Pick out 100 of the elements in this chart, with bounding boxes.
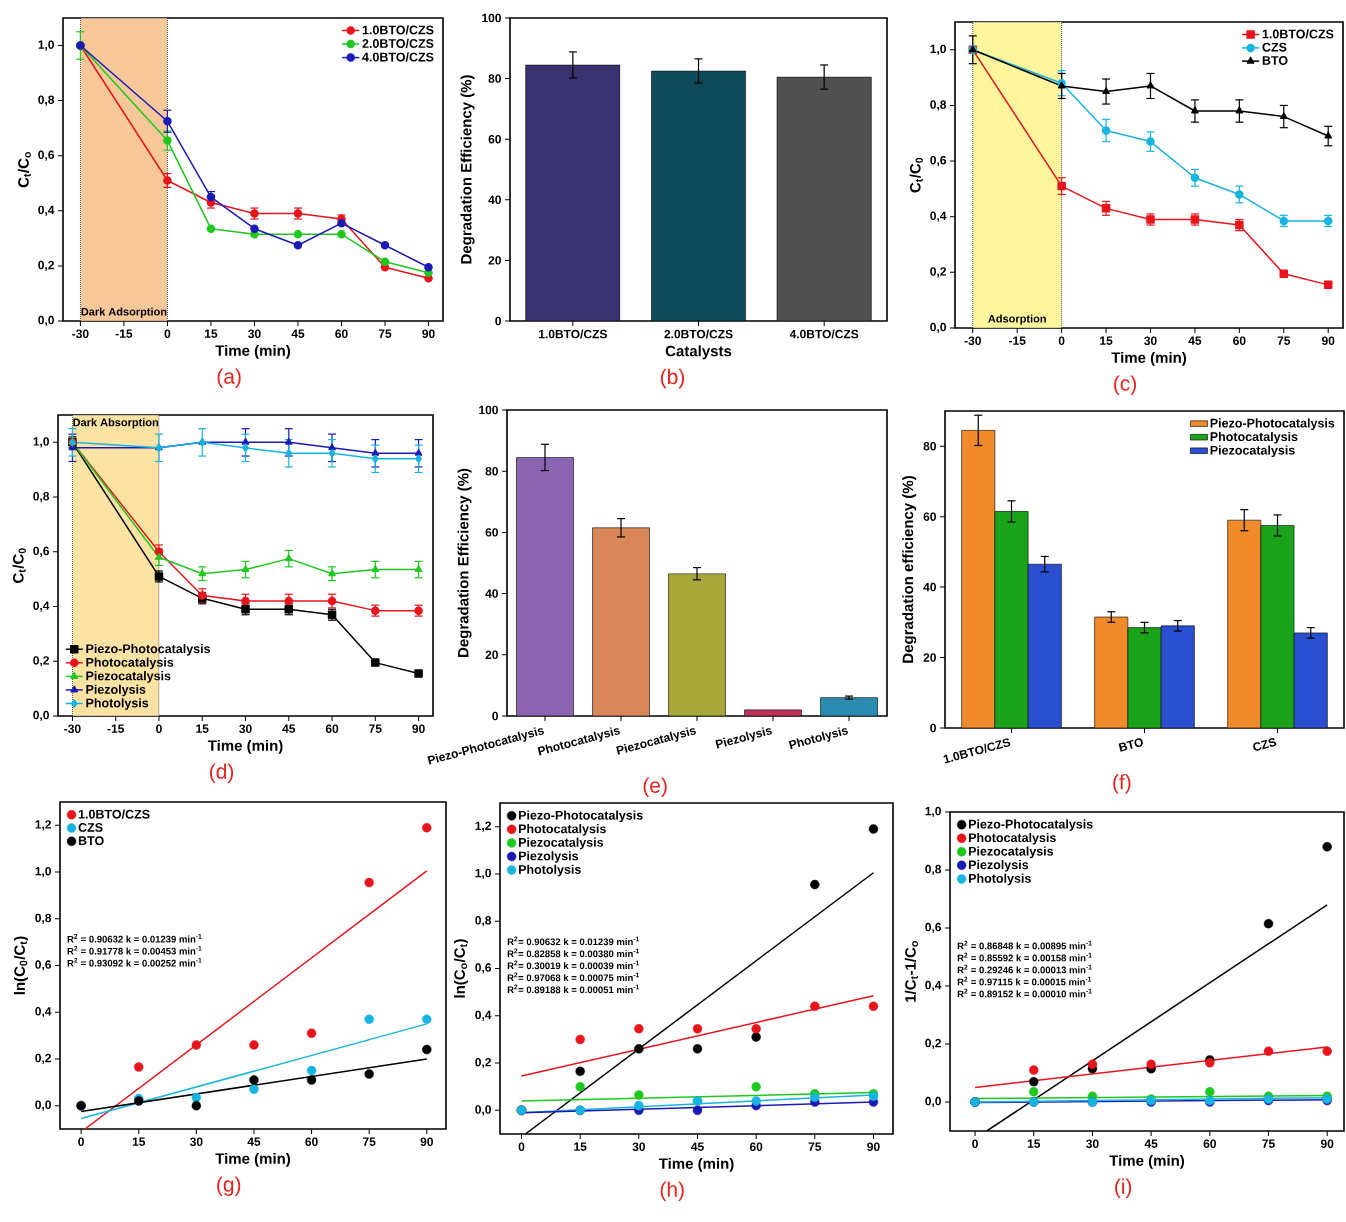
legend-label: Photocatalysis <box>968 832 1056 845</box>
x-tick-label: -30 <box>72 329 89 339</box>
x-tick-label: 90 <box>1321 336 1335 345</box>
x-tick-label: 75 <box>1277 336 1291 345</box>
x-tick-label: 15 <box>1100 336 1113 345</box>
text: (e) <box>643 777 667 798</box>
x-tick-label: 45 <box>247 1137 261 1146</box>
text: (b) <box>660 368 685 389</box>
y-tick-label: 0 <box>492 711 498 721</box>
x-tick-label: 60 <box>305 1137 318 1147</box>
x-axis-title: Time (min) <box>207 739 283 754</box>
x-tick-label: 15 <box>574 1142 587 1151</box>
x-tick-label: 75 <box>1262 1139 1275 1148</box>
x-tick-label: 30 <box>1086 1139 1099 1149</box>
annotation: R$^{2}$ = 0.86848 k = 0.00895 min$^{-1}$ <box>957 940 1092 950</box>
x-tick-label: -15 <box>1009 336 1026 345</box>
legend-label: Piezocatalysis <box>968 846 1054 859</box>
y-tick-label: 0,8 <box>475 916 492 927</box>
x-tick-label: 0 <box>972 1139 978 1149</box>
y-tick-label: 0,8 <box>35 913 52 924</box>
legend-label: Piezo-Photocatalysis <box>1210 418 1335 430</box>
x-axis-title: Time (min) <box>215 344 291 359</box>
text: (h) <box>660 1181 684 1201</box>
x-axis-title: Catalysts <box>665 345 732 360</box>
y-tick-label: 0,0 <box>33 710 49 722</box>
x-tick-label: 75 <box>363 1137 376 1146</box>
y-tick-label: 0,2 <box>35 1053 51 1065</box>
y-tick-label: 1,0 <box>38 40 54 51</box>
legend-label: 2.0BTO/CZS <box>362 38 434 49</box>
y-tick-label: 1,2 <box>475 821 491 832</box>
y-tick-label: 1,2 <box>35 820 51 831</box>
text: (c) <box>1114 375 1136 395</box>
y-tick-label: 40 <box>923 582 936 592</box>
y-tick-label: 0,6 <box>38 150 55 161</box>
annotation: R$^{2}$ = 0.29246 k = 0.00013 min$^{-1}$ <box>957 964 1092 974</box>
x-tick-label: 15 <box>132 1137 146 1146</box>
y-axis-title: C$_{t}$/C$_{o}$ <box>17 152 31 188</box>
x-tick-label: 90 <box>867 1142 880 1152</box>
x-tick-label: 45 <box>1188 336 1202 345</box>
x-axis-title: Time (min) <box>1111 351 1187 366</box>
x-axis-title: Time (min) <box>658 1157 734 1172</box>
legend-label: 4.0BTO/CZS <box>362 52 434 62</box>
y-axis-title: Degradation Efficiency (%) <box>457 468 472 657</box>
x-tick-label: 75 <box>369 724 382 733</box>
legend-label: 1.0BTO/CZS <box>362 25 434 35</box>
y-axis-title: ln(C$_{o}$/C$_{t}$) <box>453 939 468 998</box>
y-tick-label: 60 <box>485 528 498 537</box>
legend-label: Photocatalysis <box>1210 431 1298 444</box>
y-axis-title: 1/C$_{t}$-1/C$_{o}$ <box>904 941 918 1002</box>
legend-label: Photolysis <box>518 864 581 877</box>
x-tick-label: 30 <box>632 1142 646 1152</box>
legend-label: Piezolysis <box>968 860 1029 872</box>
x-tick-label: 75 <box>378 329 392 338</box>
annotation: R$^{2}$= 0.97068 k = 0.00075 min$^{-1}$ <box>507 972 640 982</box>
y-tick-label: 100 <box>479 405 498 415</box>
y-tick-label: 40 <box>488 195 501 205</box>
y-tick-label: 0,8 <box>925 864 942 876</box>
x-axis-title: Time (min) <box>215 1152 291 1167</box>
y-tick-label: 0,0 <box>35 1100 51 1111</box>
legend-label: Piezocatalysis <box>518 837 604 850</box>
legend-label: CZS <box>78 823 103 832</box>
y-tick-label: 0,2 <box>33 656 49 667</box>
y-tick-label: 60 <box>488 134 501 144</box>
y-tick-label: 0,4 <box>475 1010 492 1021</box>
legend-label: Photolysis <box>86 698 149 710</box>
x-tick-label: 90 <box>420 1137 433 1147</box>
x-tick-label: 75 <box>808 1142 822 1151</box>
x-tick-label: 90 <box>412 724 425 733</box>
y-tick-label: 40 <box>485 589 498 598</box>
annotation: R$^{2}$= 0.90632 k = 0.01239 min$^{-1}$ <box>507 936 640 946</box>
x-tick-label: 15 <box>1027 1139 1041 1148</box>
band-label: Adsorption <box>988 314 1046 325</box>
y-tick-label: 0,6 <box>930 155 947 167</box>
x-tick-label: 45 <box>282 724 296 733</box>
y-axis-title: C$_{t}$/C$_{0}$ <box>909 157 923 193</box>
y-tick-label: 0,6 <box>475 963 492 974</box>
y-tick-label: 0,4 <box>925 980 942 992</box>
x-tick-label: 60 <box>335 329 348 338</box>
legend-label: Photocatalysis <box>518 824 606 836</box>
y-tick-label: 0,2 <box>475 1057 491 1069</box>
annotation: R$^{2}$ = 0.97115 k = 0.00015 min$^{-1}$ <box>957 976 1092 986</box>
legend-label: Piezolysis <box>518 851 579 863</box>
y-axis-title: C$_{t}$/C$_{0}$ <box>12 548 26 583</box>
y-tick-label: 0,0 <box>38 315 54 327</box>
x-tick-label: -15 <box>115 329 133 338</box>
legend-label: Piezo-Photocatalysis <box>968 819 1093 832</box>
x-tick-label: CZS <box>1253 738 1277 751</box>
y-tick-label: 1,0 <box>925 806 941 818</box>
x-tick-label: 60 <box>749 1142 763 1152</box>
x-tick-label: 30 <box>248 329 261 339</box>
y-tick-label: 0,0 <box>475 1105 491 1116</box>
y-axis-title: Degradation efficiency (%) <box>902 476 917 663</box>
y-tick-label: 20 <box>488 256 501 265</box>
y-tick-label: 0,6 <box>925 922 942 934</box>
x-tick-label: 60 <box>1203 1139 1216 1149</box>
legend-label: Piezocatalysis <box>86 671 171 683</box>
text: (d) <box>210 763 234 783</box>
x-tick-label: 2.0BTO/CZS <box>664 329 733 339</box>
y-tick-label: 0,2 <box>930 267 946 278</box>
y-tick-label: 20 <box>485 650 498 660</box>
